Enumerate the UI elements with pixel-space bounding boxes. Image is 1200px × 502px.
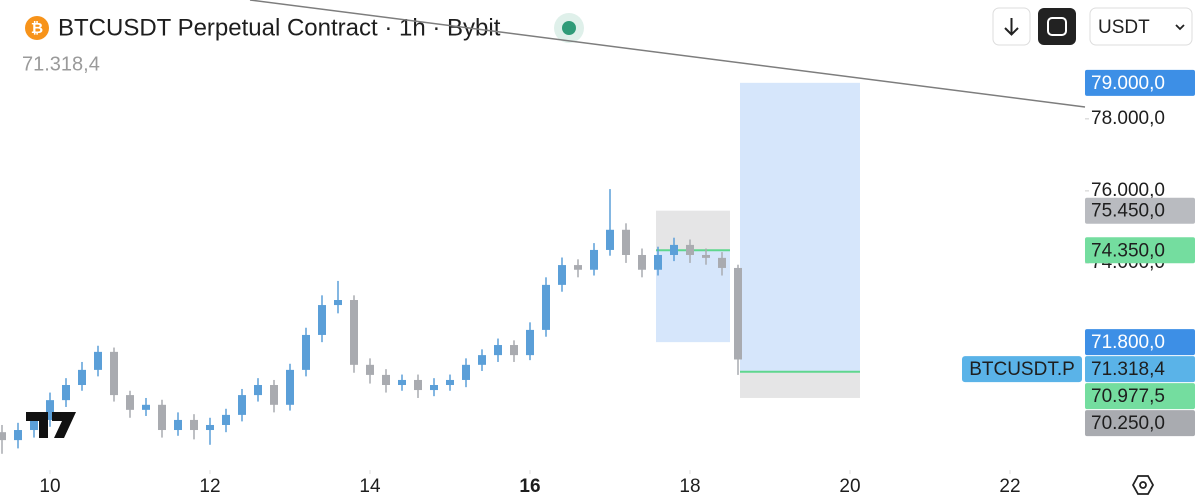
price-label-bg <box>1085 356 1195 383</box>
fullscreen-icon <box>1047 17 1067 36</box>
price-label-bg <box>1085 329 1195 356</box>
candle-body <box>558 265 566 285</box>
price-label: 75.450,0 <box>1091 201 1165 222</box>
candle-body <box>62 385 70 401</box>
price-label-bg <box>1085 69 1195 96</box>
candle-body <box>574 265 582 270</box>
candle-body <box>94 351 102 370</box>
tv-logo <box>26 412 76 438</box>
target-zone <box>656 250 730 343</box>
candle-body <box>590 249 598 270</box>
candle-body <box>494 345 502 356</box>
candle-body <box>174 419 182 431</box>
btc-icon <box>25 16 49 40</box>
candle-body <box>110 351 118 396</box>
price-label: 74.350,0 <box>1091 240 1165 261</box>
candle-body <box>254 385 262 396</box>
candle-body <box>350 300 358 365</box>
price-label-bg <box>1085 237 1195 264</box>
candle-body <box>206 424 214 431</box>
candle-body <box>462 364 470 380</box>
candle-body <box>606 229 614 250</box>
candle-body <box>702 254 710 258</box>
price-label: 71.800,0 <box>1091 332 1165 353</box>
stop-zone <box>656 210 730 251</box>
candle-body <box>718 257 726 268</box>
candle-body <box>478 355 486 365</box>
last-price: 71.318,4 <box>22 53 100 75</box>
price-label: 70.250,0 <box>1091 413 1165 434</box>
candle-body <box>398 379 406 386</box>
y-tick-label: 76.000,0 <box>1091 180 1165 201</box>
candle-body <box>542 284 550 330</box>
price-label: 71.318,4 <box>1091 359 1165 380</box>
trendline <box>249 0 1086 108</box>
candle-body <box>142 404 150 410</box>
stop-zone <box>740 371 860 398</box>
x-tick-label: 16 <box>519 476 540 497</box>
tv-logo-dot <box>53 412 61 420</box>
candle-body <box>414 379 422 391</box>
x-tick-label: 12 <box>199 476 220 497</box>
price-label: 79.000,0 <box>1091 73 1165 94</box>
fullscreen-button[interactable] <box>1038 8 1076 45</box>
candle-body <box>366 364 374 375</box>
x-tick-label: 10 <box>39 476 60 497</box>
candle-body <box>638 254 646 270</box>
download-icon <box>1004 18 1019 36</box>
candle-body <box>430 385 438 391</box>
candle-body <box>286 369 294 405</box>
x-tick-label: 14 <box>359 476 381 497</box>
candle-body <box>446 379 454 386</box>
chart-title: BTCUSDT Perpetual Contract · 1h · Bybit <box>58 14 501 41</box>
target-zone <box>740 82 860 372</box>
candle-body <box>270 385 278 405</box>
select-caret <box>1175 24 1185 31</box>
symbol-tag-bg <box>962 356 1082 383</box>
candle-body <box>14 430 22 441</box>
price-label-bg <box>1085 383 1195 410</box>
candle-body <box>190 419 198 431</box>
candle-body <box>510 345 518 356</box>
price-label-bg <box>1085 197 1195 224</box>
currency-label: USDT <box>1098 17 1150 38</box>
candle-body <box>318 305 326 335</box>
candle-body <box>622 229 630 255</box>
candle-body <box>654 254 662 270</box>
candle-body <box>238 395 246 415</box>
candle-body <box>734 267 742 360</box>
price-label-bg <box>1085 410 1195 437</box>
settings-icon-center <box>1139 481 1147 489</box>
candle-body <box>126 395 134 410</box>
x-tick-label: 20 <box>839 476 860 497</box>
candle-body <box>0 432 7 441</box>
candle-body <box>158 404 166 431</box>
x-tick-label: 18 <box>679 476 700 497</box>
candle-body <box>334 300 342 306</box>
price-label: 70.977,5 <box>1091 386 1165 407</box>
candle-body <box>222 414 230 425</box>
candle-body <box>670 244 678 255</box>
btc-icon-glyph: ₿ <box>31 20 43 37</box>
candle-body <box>382 374 390 386</box>
settings-icon[interactable] <box>1131 475 1155 495</box>
symbol-tag: BTCUSDT.P <box>969 359 1075 380</box>
candle-body <box>46 400 54 420</box>
candle-body <box>526 329 534 356</box>
y-tick-label: 78.000,0 <box>1091 108 1165 129</box>
x-tick-label: 22 <box>999 476 1020 497</box>
candle-body <box>686 244 694 255</box>
currency-select[interactable] <box>1089 7 1193 46</box>
candle-body <box>78 369 86 386</box>
candle-body <box>30 419 38 431</box>
candle-body <box>302 334 310 370</box>
plot-area <box>0 82 860 454</box>
status-dot <box>562 21 576 35</box>
